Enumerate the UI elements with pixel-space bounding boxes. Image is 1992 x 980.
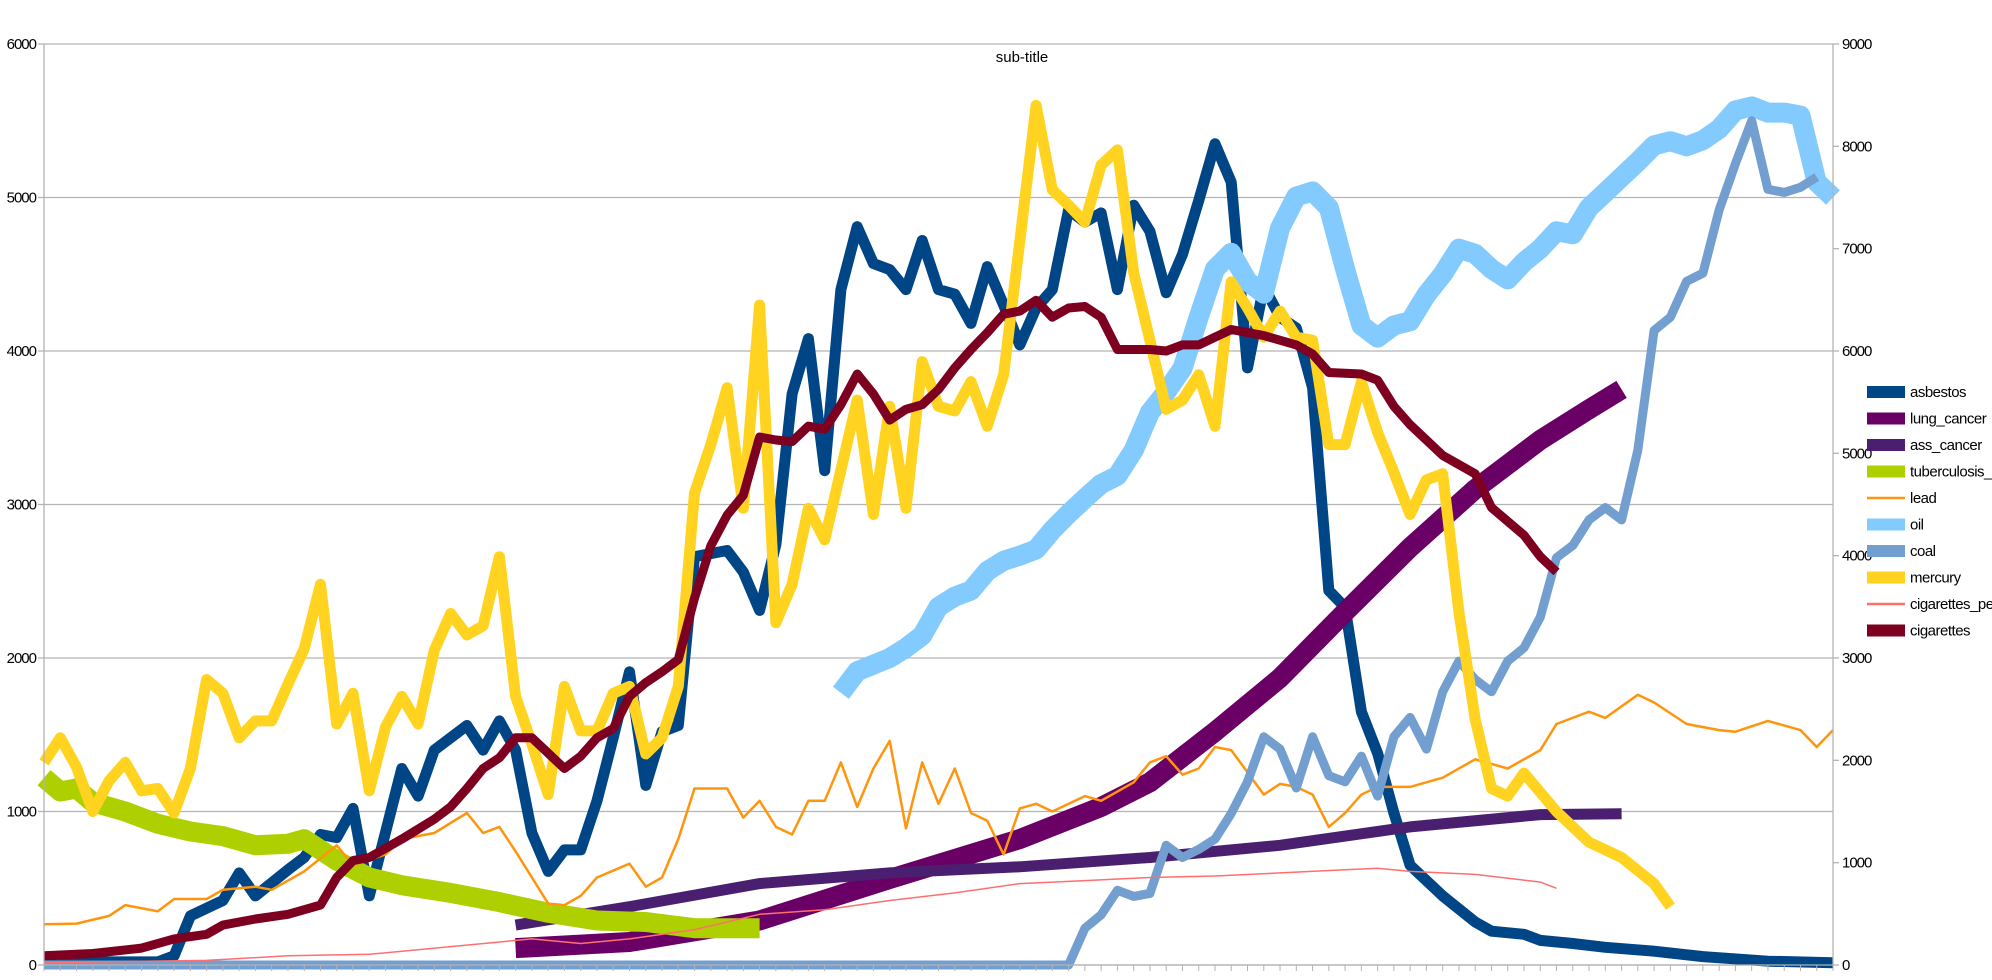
y-tick-label: 5000 (7, 190, 37, 207)
legend-swatch-cigarettes (1867, 624, 1905, 637)
series-lines (37, 96, 1840, 970)
y2-tick-label: 5000 (1842, 445, 1872, 462)
legend-label-oil: oil (1910, 517, 1924, 534)
series-line-cigarettes-per (43, 867, 1557, 964)
axes: 0 1000 2000 3000 4000 5000 6000 0 1000 2000 3000 40… (7, 36, 1873, 974)
series-line-oil (832, 96, 1840, 699)
y2-tick-label: 2000 (1842, 752, 1872, 769)
legend-swatch-coal (1867, 545, 1905, 557)
gridlines (44, 43, 1833, 966)
y2-tick-label: 0 (1842, 957, 1850, 974)
legend-swatch-mercury (1867, 571, 1905, 584)
series-line-mercury (39, 99, 1675, 910)
y-tick-label: 1000 (7, 804, 37, 821)
legend-label-cigarettes: cigarettes (1910, 623, 1970, 640)
y2-tick-label: 3000 (1842, 650, 1872, 667)
y2-tick-label: 1000 (1842, 855, 1872, 872)
legend-label-coal: coal (1910, 543, 1936, 560)
y-tick-label: 0 (29, 957, 37, 974)
legend: asbestos lung_cancer ass_cancer tuberculosi… (1867, 384, 1992, 640)
legend-label-asbestos: asbestos (1910, 384, 1966, 401)
legend-label-ass-cancer: ass_cancer (1910, 437, 1982, 454)
series-line-ass-cancer (514, 808, 1622, 931)
series-line-cigarettes (43, 295, 1560, 961)
y2-tick-label: 9000 (1842, 36, 1872, 53)
y2-tick-label: 8000 (1842, 138, 1872, 155)
legend-swatch-oil (1867, 518, 1905, 531)
legend-swatch-lung-cancer (1867, 412, 1905, 425)
series-line-lung-cancer (515, 380, 1627, 959)
legend-label-tuberculosis-lu: tuberculosis_lu (1910, 464, 1992, 481)
legend-label-lead: lead (1910, 490, 1937, 507)
chart-subtitle: sub-title (996, 49, 1049, 66)
series-line-asbestos (44, 138, 1834, 969)
y-tick-label: 2000 (7, 650, 37, 667)
y-tick-label: 4000 (7, 343, 37, 360)
y2-tick-label: 6000 (1842, 343, 1872, 360)
legend-label-mercury: mercury (1910, 570, 1962, 587)
series-line-coal (44, 116, 1820, 970)
y2-tick-label: 4000 (1842, 548, 1872, 565)
y-tick-label: 3000 (7, 497, 37, 514)
y2-tick-label: 7000 (1842, 241, 1872, 258)
legend-swatch-tuberculosis-lu (1867, 465, 1905, 478)
y-tick-label: 6000 (7, 36, 37, 53)
legend-label-lung-cancer: lung_cancer (1910, 411, 1987, 428)
legend-label-cigarettes-per: cigarettes_per (1910, 596, 1992, 613)
legend-swatch-asbestos (1867, 386, 1905, 398)
legend-swatch-ass-cancer (1867, 439, 1905, 451)
